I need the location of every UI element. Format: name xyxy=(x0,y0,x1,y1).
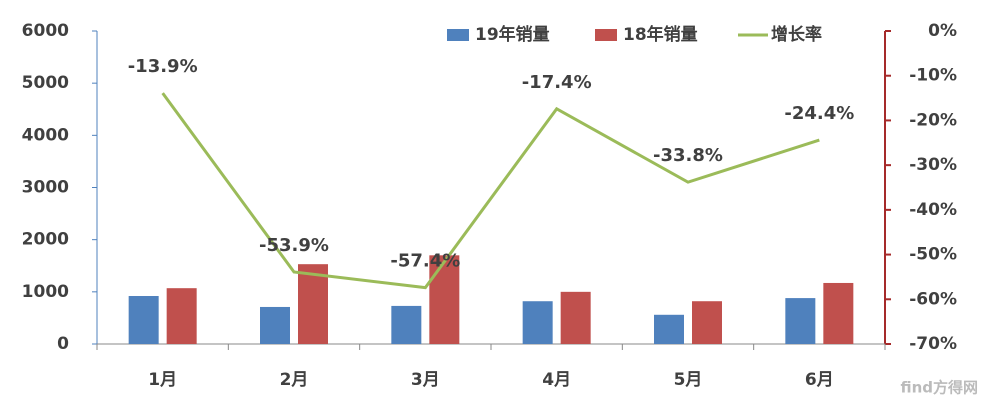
data-label: -24.4% xyxy=(784,103,854,124)
data-label: -57.4% xyxy=(390,251,460,272)
y-tick-label: 3000 xyxy=(22,178,69,198)
y-tick-label: 1000 xyxy=(22,282,69,302)
bar xyxy=(785,298,816,344)
legend-label: 18年销量 xyxy=(623,24,698,45)
y-tick-label: 2000 xyxy=(22,230,69,250)
legend-label: 增长率 xyxy=(771,24,822,45)
line xyxy=(161,92,820,290)
bar xyxy=(692,301,722,344)
bar xyxy=(260,306,290,344)
bar xyxy=(560,291,591,344)
y2-tick-label: -20% xyxy=(909,110,957,130)
x-tick-label: 3月 xyxy=(411,370,440,390)
x-tick-label: 5月 xyxy=(674,370,703,390)
y2-tick-label: -70% xyxy=(909,334,957,354)
bar xyxy=(522,301,553,344)
y2-tick-label: 0% xyxy=(928,21,957,41)
bar xyxy=(391,305,422,344)
bar xyxy=(298,264,328,344)
data-label: -13.9% xyxy=(128,56,198,77)
legend-swatch xyxy=(447,29,469,41)
x-tick-label: 6月 xyxy=(805,370,834,390)
y-tick-label: 5000 xyxy=(22,73,69,93)
bar xyxy=(654,314,684,344)
y2-tick-label: -40% xyxy=(909,200,957,220)
y2-tick-label: -10% xyxy=(909,66,957,86)
x-tick-label: 4月 xyxy=(542,370,571,390)
bar xyxy=(166,288,197,344)
bar xyxy=(823,282,854,344)
data-label: -33.8% xyxy=(653,145,723,166)
y-tick-label: 0 xyxy=(57,334,69,354)
x-tick-label: 1月 xyxy=(148,370,177,390)
watermark: find方得网 xyxy=(900,379,978,397)
y2-tick-label: -60% xyxy=(909,289,957,309)
y2-tick-label: -30% xyxy=(909,155,957,175)
y-tick-label: 4000 xyxy=(22,125,69,145)
legend-swatch xyxy=(595,29,617,41)
bar xyxy=(128,296,159,344)
bar xyxy=(429,255,460,344)
data-label: -17.4% xyxy=(522,72,592,93)
legend-label: 19年销量 xyxy=(475,24,550,45)
x-tick-label: 2月 xyxy=(280,370,309,390)
data-label: -53.9% xyxy=(259,235,329,256)
y2-tick-label: -50% xyxy=(909,245,957,265)
y-tick-label: 6000 xyxy=(22,21,69,41)
